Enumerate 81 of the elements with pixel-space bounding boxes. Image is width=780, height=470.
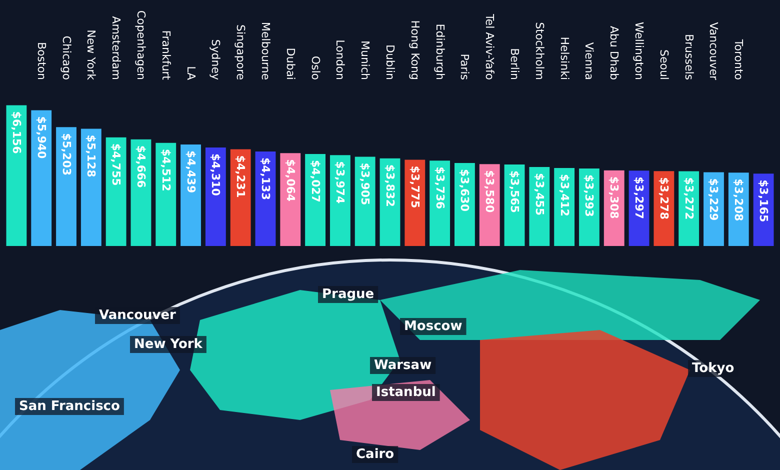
text: New York (134, 337, 203, 352)
text: Tokyo (692, 361, 734, 376)
text: Prague (322, 287, 374, 302)
data-label: $4,231 (234, 155, 248, 198)
bar (180, 144, 201, 246)
data-label: $4,133 (258, 158, 272, 200)
text: San Francisco (19, 399, 120, 414)
bar (205, 147, 226, 246)
bar (106, 137, 126, 246)
x-tick-label: Paris (458, 54, 472, 80)
bar (404, 160, 426, 246)
data-label: $5,940 (34, 116, 48, 160)
x-tick-label: Berlin (508, 48, 522, 80)
x-tick-label: Oslo (308, 56, 322, 80)
data-label: $4,027 (308, 160, 322, 202)
data-label: $3,229 (707, 178, 720, 221)
data-label: $3,974 (334, 161, 347, 204)
text: Moscow (404, 319, 462, 334)
x-tick-label: Amsterdam (110, 16, 123, 80)
bar (6, 105, 27, 246)
data-label: $3,905 (358, 162, 372, 206)
x-tick-label: Vienna (582, 42, 596, 80)
data-label: $3,736 (433, 166, 446, 210)
data-label: $4,755 (110, 143, 123, 186)
data-label: $3,565 (508, 170, 522, 213)
data-label: $3,278 (657, 177, 670, 220)
data-label: $3,832 (384, 164, 396, 207)
x-tick-label: Wellington (632, 22, 646, 80)
data-label: $4,064 (284, 159, 297, 202)
data-label: $3,272 (682, 177, 696, 220)
data-label: $5,203 (60, 133, 73, 176)
x-tick-label: Stockholm (532, 22, 546, 80)
text: Cairo (356, 447, 394, 462)
data-label: $4,310 (209, 153, 222, 196)
x-tick-label: Copenhagen (134, 10, 148, 80)
data-label: $4,666 (134, 145, 148, 188)
data-label: $6,156 (10, 111, 23, 154)
data-label: $3,455 (532, 173, 546, 216)
data-label: $3,165 (757, 180, 770, 222)
x-tick-label: Vancouver (707, 22, 720, 80)
x-tick-label: Brussels (682, 34, 696, 80)
data-label: $4,512 (159, 148, 172, 192)
x-tick-label: Boston (34, 42, 48, 80)
x-tick-label: Melbourne (258, 22, 272, 80)
data-label: $3,775 (408, 166, 422, 208)
x-tick-label: Munich (358, 40, 372, 80)
bar (330, 155, 350, 246)
x-tick-label: Sydney (209, 39, 222, 80)
text: Vancouver (99, 308, 177, 323)
data-label: $5,128 (84, 134, 98, 178)
x-tick-label: New York (84, 30, 98, 81)
x-tick-label: Hong Kong (408, 20, 422, 80)
x-tick-label: Toronto (732, 38, 746, 80)
x-tick-label: Seoul (657, 49, 670, 80)
x-tick-label: Singapore (234, 24, 248, 80)
data-label: $3,580 (483, 170, 496, 213)
data-label: $4,439 (184, 150, 198, 193)
data-label: $3,308 (608, 176, 621, 219)
x-tick-label: Chicago (60, 36, 73, 80)
x-tick-label: London (334, 40, 347, 80)
bar (230, 149, 251, 246)
x-tick-label: Dublin (384, 44, 396, 80)
data-label: $3,208 (732, 178, 746, 222)
data-label: $3,630 (458, 169, 472, 212)
data-label: $3,412 (558, 174, 571, 216)
x-tick-label: Helsinki (558, 36, 571, 80)
bar (156, 142, 176, 246)
x-tick-label: Abu Dhab (608, 26, 621, 80)
x-tick-label: LA (184, 66, 198, 80)
bar (305, 154, 326, 246)
x-tick-label: Frankfurt (159, 30, 172, 81)
bar (31, 110, 52, 246)
bar (56, 127, 76, 246)
text: Istanbul (376, 385, 436, 400)
bar (80, 128, 102, 246)
x-tick-label: Tel Aviv-Yafo (483, 12, 496, 80)
text: Warsaw (374, 358, 432, 373)
data-label: $3,393 (582, 174, 596, 217)
x-tick-label: Edinburgh (433, 24, 446, 80)
data-label: $3,297 (632, 176, 646, 220)
x-tick-label: Dubai (284, 48, 297, 80)
